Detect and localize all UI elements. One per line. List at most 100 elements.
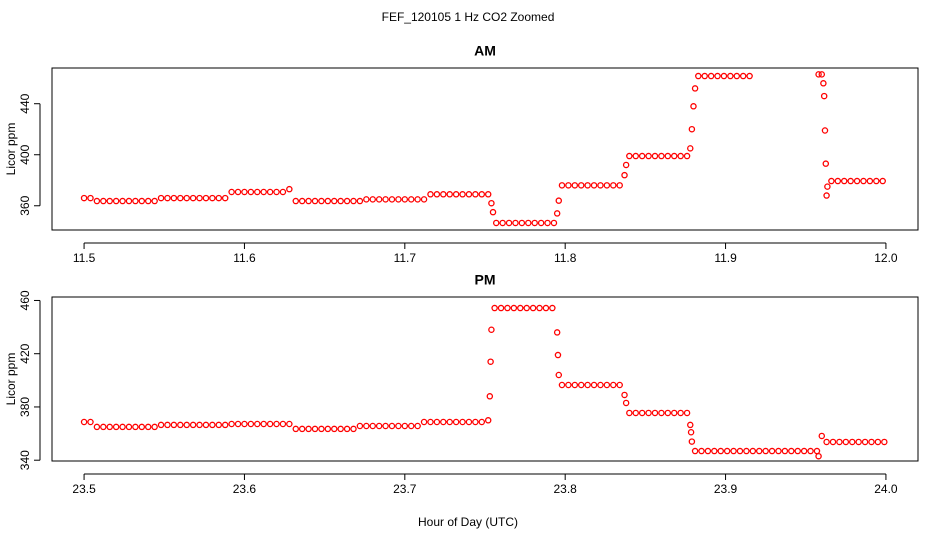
data-point (350, 425, 357, 433)
data-point (677, 409, 684, 417)
data-point (616, 182, 623, 189)
data-point (427, 418, 434, 426)
data-point (818, 432, 826, 440)
data-point (683, 152, 691, 160)
data-point (337, 425, 344, 433)
data-point (318, 197, 325, 205)
data-point (517, 304, 524, 312)
data-point (815, 71, 822, 78)
data-point (823, 438, 830, 446)
data-point (234, 420, 242, 428)
data-point (707, 72, 715, 80)
data-point (690, 103, 697, 110)
data-point (610, 381, 617, 389)
data-point (452, 418, 460, 426)
data-point (440, 418, 447, 426)
data-point (525, 219, 532, 227)
data-point (279, 420, 287, 428)
data-point (241, 188, 248, 196)
x-tick-label: 11.5 (73, 251, 96, 265)
data-point (311, 425, 319, 433)
data-point (730, 447, 737, 455)
data-point (273, 188, 280, 196)
data-point (298, 197, 306, 205)
data-point (821, 127, 829, 134)
data-point (836, 438, 843, 446)
data-point (125, 197, 133, 205)
data-point (388, 196, 396, 203)
data-point (106, 423, 113, 431)
data-point (420, 196, 428, 203)
data-point (446, 418, 453, 426)
data-point (138, 423, 146, 431)
data-point (577, 182, 585, 189)
data-point (621, 391, 628, 399)
data-point (427, 191, 434, 198)
data-point (626, 152, 633, 160)
data-point (487, 358, 494, 365)
data-point (555, 197, 563, 204)
data-point (119, 423, 126, 431)
data-point (658, 409, 665, 417)
data-point (820, 92, 828, 100)
x-tick-label: 23.6 (233, 482, 257, 496)
data-point (189, 421, 197, 429)
data-point (860, 177, 867, 185)
data-point (100, 423, 107, 431)
data-point (577, 381, 585, 389)
data-point (733, 72, 741, 80)
data-point (234, 188, 242, 196)
x-tick-label: 24.0 (874, 482, 898, 496)
data-point (488, 199, 495, 207)
data-point (762, 447, 769, 455)
data-point (815, 452, 822, 460)
data-point (866, 177, 874, 185)
x-tick-label: 23.8 (554, 482, 578, 496)
data-point (714, 72, 721, 80)
data-point (818, 71, 826, 78)
y-tick-label: 380 (18, 397, 32, 417)
data-point (254, 420, 261, 428)
data-point (228, 420, 235, 428)
data-point (701, 72, 708, 80)
data-point (755, 447, 763, 455)
data-point (491, 304, 498, 312)
data-point (433, 191, 441, 198)
data-point (868, 438, 875, 446)
data-point (324, 197, 332, 205)
data-point (452, 191, 460, 198)
y-axis-label: Licor ppm (4, 123, 18, 176)
y-tick-label: 360 (18, 195, 32, 215)
data-point (80, 194, 88, 202)
data-point (132, 423, 139, 431)
data-point (273, 420, 280, 428)
data-point (170, 421, 178, 429)
data-point (151, 197, 158, 205)
data-point (720, 72, 728, 80)
data-point (472, 418, 479, 426)
data-point (687, 428, 695, 436)
data-point (492, 219, 500, 227)
data-point (488, 326, 495, 333)
data-point (873, 177, 880, 185)
data-point (736, 447, 744, 455)
data-point (571, 182, 579, 189)
data-point (433, 418, 441, 426)
data-point (459, 418, 466, 426)
data-point (691, 447, 699, 455)
y-tick-label: 340 (18, 450, 32, 470)
data-point (512, 219, 519, 227)
data-point (125, 423, 133, 431)
data-point (343, 197, 351, 205)
data-point (874, 438, 882, 446)
data-point (247, 420, 255, 428)
data-point (529, 304, 537, 312)
data-point (196, 421, 203, 429)
data-point (202, 421, 210, 429)
x-tick-label: 11.6 (233, 251, 256, 265)
data-point (221, 421, 229, 429)
x-tick-label: 23.7 (393, 482, 417, 496)
data-point (138, 197, 146, 205)
data-point (489, 208, 497, 216)
